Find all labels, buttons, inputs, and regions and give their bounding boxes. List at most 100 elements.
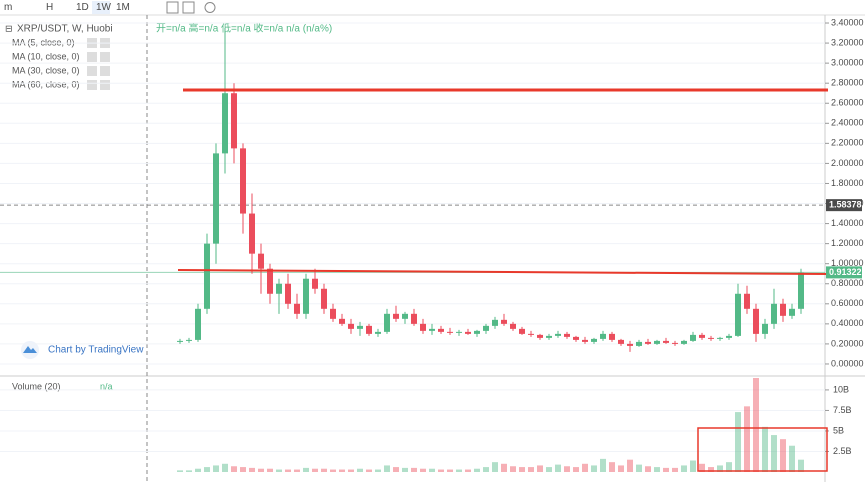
- volume-bar: [366, 469, 372, 472]
- toolbar-item[interactable]: m: [4, 2, 12, 13]
- candle-body: [519, 328, 525, 334]
- candle-body: [681, 340, 687, 344]
- candle-body: [429, 328, 435, 331]
- volume-bar: [321, 468, 327, 472]
- volume-bar: [717, 465, 723, 472]
- y-tick-label: 1.40000: [831, 218, 864, 228]
- volume-bar: [375, 469, 381, 472]
- volume-bar: [249, 467, 255, 472]
- candle-body: [762, 323, 768, 334]
- volume-bar: [231, 466, 237, 472]
- indicator-button[interactable]: [100, 80, 110, 90]
- candle-body: [555, 333, 561, 336]
- candle-body: [609, 333, 615, 340]
- volume-bar: [753, 378, 759, 472]
- candle-body: [294, 303, 300, 314]
- volume-bar: [492, 462, 498, 472]
- volume-bar: [357, 468, 363, 472]
- candle-body: [375, 331, 381, 334]
- indicator-button[interactable]: [87, 66, 97, 76]
- toolbar-item[interactable]: H: [46, 2, 53, 13]
- candle-body: [213, 153, 219, 244]
- y-tick-label: 1.80000: [831, 178, 864, 188]
- candle-body: [357, 325, 363, 329]
- volume-bar: [510, 466, 516, 472]
- volume-bar: [339, 469, 345, 472]
- candle-body: [717, 337, 723, 339]
- volume-bar: [222, 463, 228, 472]
- candle-body: [537, 334, 543, 338]
- volume-bar: [285, 469, 291, 472]
- candle-body: [456, 331, 462, 333]
- volume-bar: [483, 467, 489, 472]
- toolbar-item[interactable]: 1D: [76, 2, 89, 13]
- volume-bar: [726, 462, 732, 472]
- indicator-legend[interactable]: MA (60, close, 0): [12, 79, 80, 89]
- watermark-text: Chart by TradingView: [48, 345, 144, 356]
- volume-bar: [582, 463, 588, 472]
- volume-bar: [780, 439, 786, 472]
- candle-body: [501, 319, 507, 324]
- y-tick-label: 2.40000: [831, 118, 864, 128]
- candle-body: [384, 313, 390, 332]
- volume-value: n/a: [100, 381, 113, 391]
- candle-body: [321, 288, 327, 309]
- icon-snapshot[interactable]: [182, 1, 195, 14]
- y-tick-label: 1.20000: [831, 238, 864, 248]
- volume-bar: [240, 467, 246, 472]
- candle-body: [411, 313, 417, 324]
- volume-bar: [447, 469, 453, 472]
- candle-body: [510, 323, 516, 329]
- candle-body: [753, 308, 759, 334]
- indicator-legend[interactable]: MA (30, close, 0): [12, 65, 80, 75]
- volume-bar: [348, 469, 354, 472]
- y-tick-label: 2.80000: [831, 78, 864, 88]
- chart-title: XRP/USDT, W, Huobi: [17, 24, 113, 35]
- y-tick-label: 0.20000: [831, 338, 864, 348]
- candle-body: [249, 213, 255, 254]
- volume-tick-label: 7.5B: [833, 405, 852, 415]
- indicator-legend[interactable]: MA (10, close, 0): [12, 51, 80, 61]
- indicator-button[interactable]: [100, 52, 110, 62]
- volume-bar: [789, 445, 795, 472]
- watermark-logo: [23, 346, 37, 353]
- volume-bar: [420, 468, 426, 472]
- y-tick-label: 3.40000: [831, 17, 864, 27]
- volume-bar: [501, 463, 507, 472]
- toolbar-item[interactable]: 1M: [116, 2, 130, 13]
- symbol-toggle[interactable]: ⊟: [5, 23, 13, 33]
- volume-bar: [528, 467, 534, 472]
- volume-bar: [267, 468, 273, 472]
- candle-body: [420, 323, 426, 331]
- volume-bar: [330, 469, 336, 472]
- volume-bar: [591, 465, 597, 472]
- volume-bar: [537, 465, 543, 472]
- candle-body: [222, 93, 228, 154]
- toolbar-item[interactable]: 1W: [96, 2, 112, 13]
- candle-body: [744, 293, 750, 309]
- indicator-button[interactable]: [87, 80, 97, 90]
- indicator-button[interactable]: [100, 66, 110, 76]
- volume-bar: [600, 458, 606, 472]
- ohlc-legend: 开=n/a 高=n/a 低=n/a 收=n/a n/a (n/a%): [156, 22, 332, 35]
- icon-settings[interactable]: [204, 2, 216, 13]
- candle-body: [591, 338, 597, 342]
- indicator-legend[interactable]: MA (5, close, 0): [12, 37, 75, 47]
- watermark: Chart by TradingView: [21, 341, 144, 359]
- candle-body: [312, 278, 318, 289]
- candle-body: [645, 341, 651, 344]
- indicator-button[interactable]: [87, 52, 97, 62]
- volume-bar: [393, 467, 399, 472]
- candle-body: [492, 319, 498, 326]
- volume-bar: [294, 469, 300, 472]
- candle-body: [177, 340, 183, 342]
- y-tick-label: 2.60000: [831, 98, 864, 108]
- volume-bar: [402, 467, 408, 472]
- volume-bar: [429, 468, 435, 472]
- icon-indicator[interactable]: [166, 1, 179, 14]
- candle-body: [780, 303, 786, 316]
- y-tick-label: 2.20000: [831, 138, 864, 148]
- volume-bar: [708, 467, 714, 472]
- candle-body: [735, 293, 741, 336]
